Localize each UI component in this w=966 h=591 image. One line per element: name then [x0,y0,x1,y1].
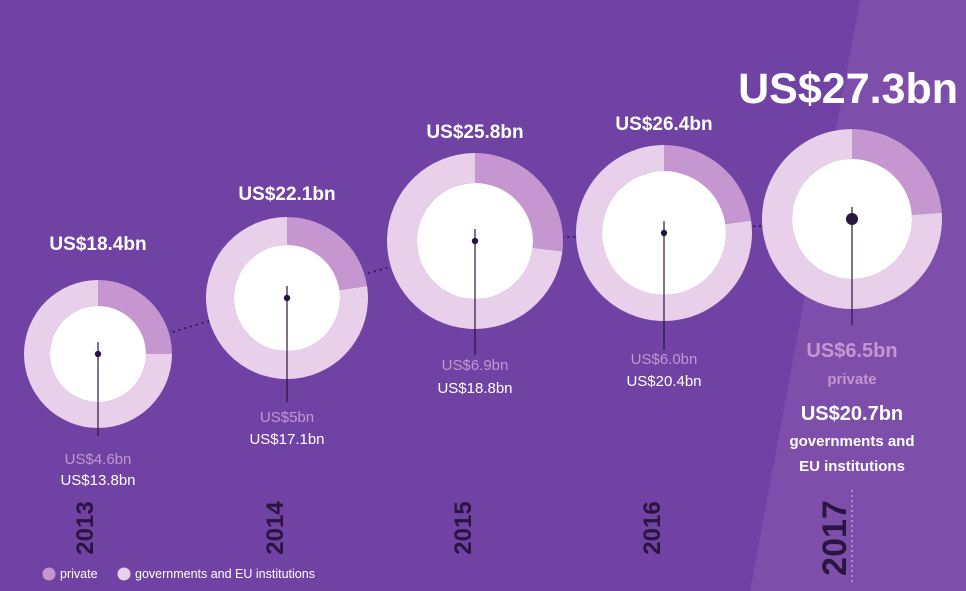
donut-2017 [762,129,942,325]
gov-segment [206,217,368,379]
total-label: US$18.4bn [49,234,146,255]
center-dot [471,237,479,245]
private-value: US$6.5bn [806,340,897,362]
center-dot [660,229,668,237]
gov-value: US$20.7bn [801,403,903,425]
private-segment [475,153,564,252]
total-label: US$27.3bn [738,65,958,113]
private-segment [98,280,172,354]
year-label: 2013 [72,501,99,554]
legend-label: private [60,567,98,581]
private-caption: private [827,371,876,388]
total-label: US$22.1bn [238,184,335,205]
year-label: 2017 [816,500,854,576]
private-value: US$6.0bn [631,351,698,368]
private-value: US$5bn [260,409,314,426]
private-value: US$4.6bn [65,451,132,468]
gov-value: US$13.8bn [60,472,135,489]
year-label: 2014 [262,501,289,555]
donut-2016 [576,145,752,350]
donut-2013 [24,280,173,436]
gov-segment [576,145,752,321]
gov-caption-line2: EU institutions [799,458,905,475]
legend-swatch [117,567,131,581]
total-label: US$25.8bn [426,122,523,143]
gov-segment [762,129,942,309]
legend-label: governments and EU institutions [135,567,315,581]
legend-item-1: governments and EU institutions [117,567,315,581]
year-label: 2016 [639,501,666,554]
gov-segment [387,153,563,329]
year-label: 2015 [450,501,477,554]
center-dot [846,213,858,225]
gov-caption-line1: governments and [789,433,914,450]
center-dot [283,294,291,302]
gov-value: US$18.8bn [437,380,512,397]
private-segment [287,217,368,291]
private-value: US$6.9bn [442,357,509,374]
donut-2014 [206,217,368,402]
gov-value: US$20.4bn [626,373,701,390]
private-segment [852,129,942,215]
legend-swatch [42,567,56,581]
private-segment [664,145,752,225]
donut-2015 [387,153,564,355]
gov-segment [24,280,173,428]
center-dot [94,350,102,358]
legend-item-0: private [42,567,98,581]
gov-value: US$17.1bn [249,431,324,448]
total-label: US$26.4bn [615,114,712,135]
